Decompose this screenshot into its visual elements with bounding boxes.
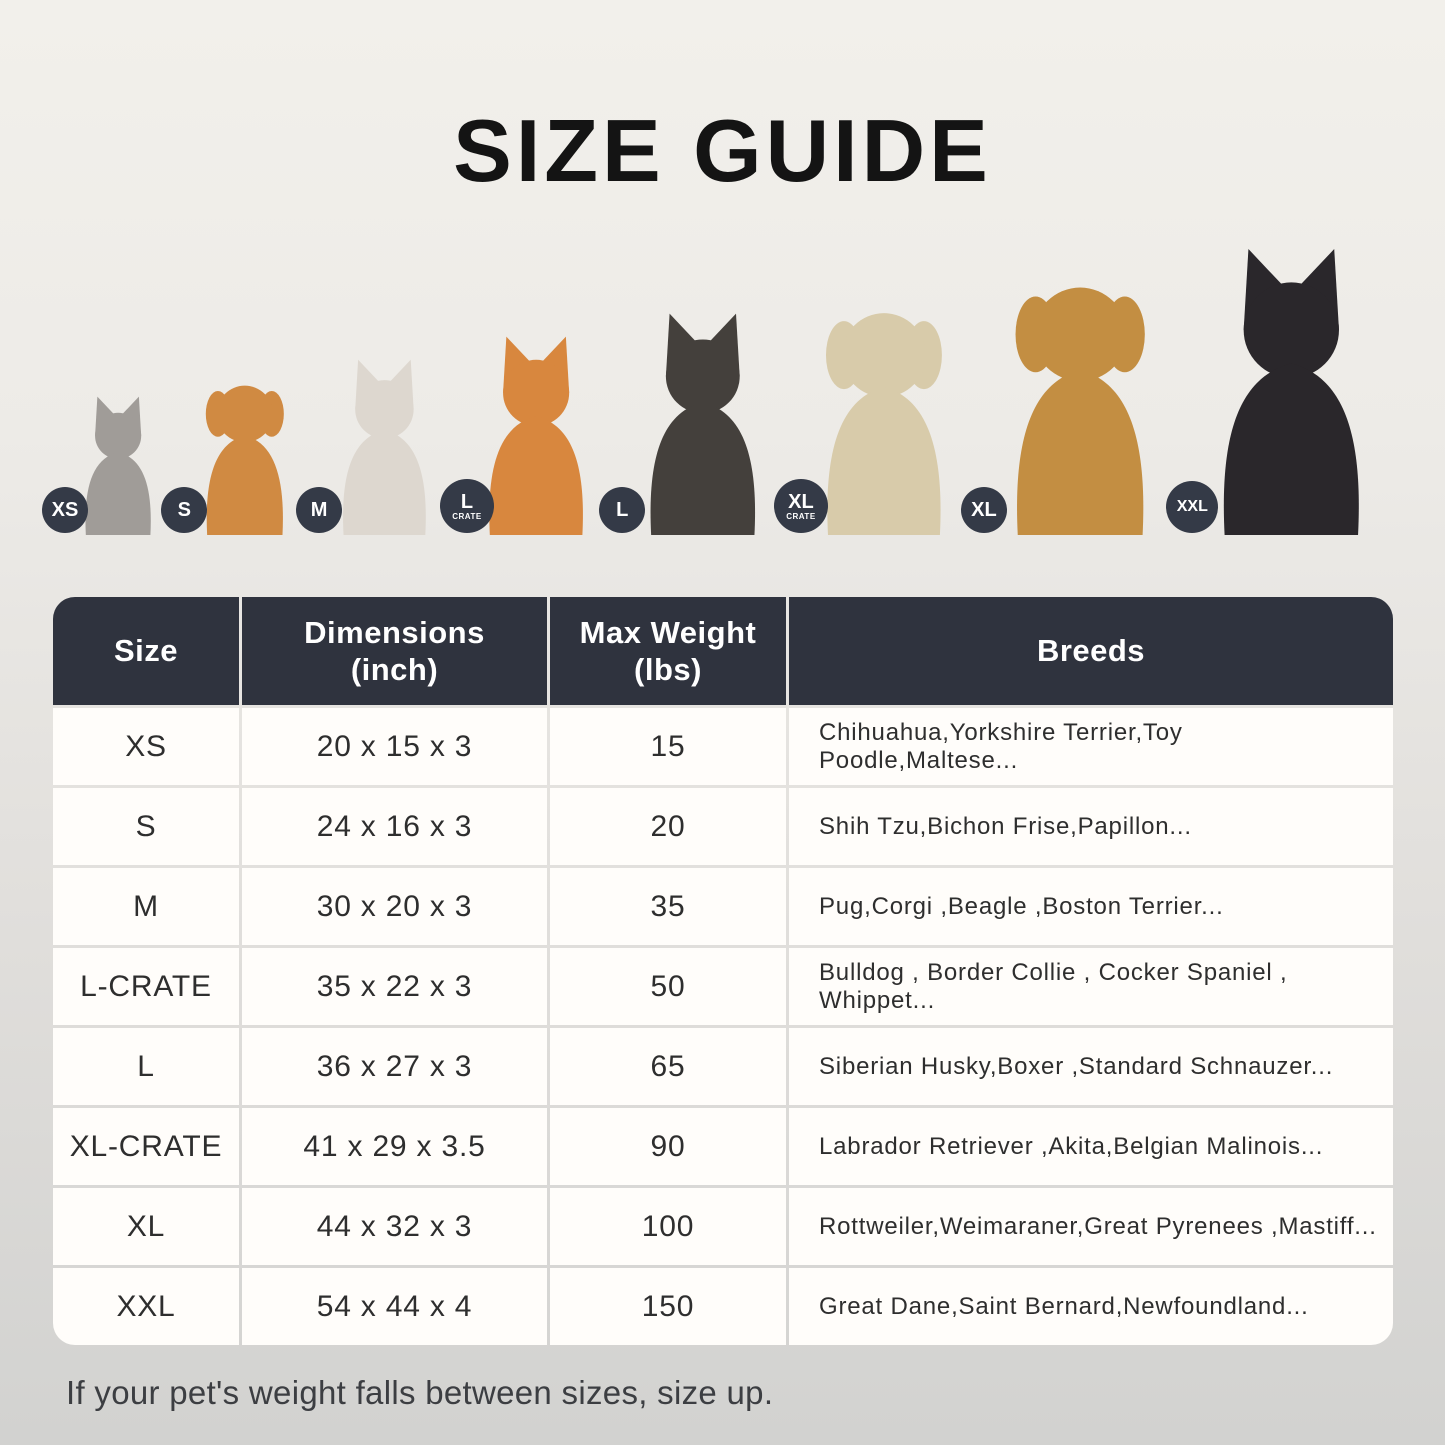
row-xxl-size: XXL <box>53 1268 239 1345</box>
row-s-breeds: Shih Tzu,Bichon Frise,Papillon... <box>789 788 1393 865</box>
row-m-max-weight: 35 <box>550 868 786 945</box>
badge-sublabel: CRATE <box>452 511 482 521</box>
row-m-dimensions: 30 x 20 x 3 <box>242 868 547 945</box>
row-xl-dimensions: 44 x 32 x 3 <box>242 1188 547 1265</box>
size-badge-m: M <box>296 487 343 533</box>
row-l-crate-breeds: Bulldog , Border Collie , Cocker Spaniel… <box>789 948 1393 1025</box>
doberman-image <box>1224 249 1360 535</box>
row-xs-breeds: Chihuahua,Yorkshire Terrier,Toy Poodle,M… <box>789 708 1393 785</box>
size-up-note: If your pet's weight falls between sizes… <box>66 1374 774 1411</box>
size-badge-l: L <box>599 487 646 533</box>
badge-label: XL <box>788 490 814 513</box>
size-table: Size Dimensions (inch) Max Weight (lbs) … <box>53 597 1393 1345</box>
french-bulldog-image <box>343 359 426 535</box>
row-l-crate-max-weight: 50 <box>550 948 786 1025</box>
border-collie-image <box>650 313 756 535</box>
row-l-crate-size: L-CRATE <box>53 948 239 1025</box>
badge-label: XL <box>971 499 997 521</box>
table-header-breeds: Breeds <box>789 597 1393 705</box>
row-xl-breeds: Rottweiler,Weimaraner,Great Pyrenees ,Ma… <box>789 1188 1393 1265</box>
row-s-dimensions: 24 x 16 x 3 <box>242 788 547 865</box>
pet-figure-cat: XS <box>42 385 164 535</box>
row-xl-crate-size: XL-CRATE <box>53 1108 239 1185</box>
row-xxl-max-weight: 150 <box>550 1268 786 1345</box>
size-badge-xl: XL <box>960 487 1007 533</box>
row-m-breeds: Pug,Corgi ,Beagle ,Boston Terrier... <box>789 868 1393 945</box>
pet-figure-border-collie: L <box>599 295 777 535</box>
pomeranian-image <box>206 385 285 535</box>
badge-label: M <box>310 499 328 521</box>
row-xl-max-weight: 100 <box>550 1188 786 1265</box>
table-header-size: Size <box>53 597 239 705</box>
pet-figure-doberman: XXL <box>1166 225 1387 535</box>
row-l-size: L <box>53 1028 239 1105</box>
cat-image <box>85 396 151 535</box>
badge-label: L <box>460 490 474 513</box>
row-l-dimensions: 36 x 27 x 3 <box>242 1028 547 1105</box>
badge-label: L <box>616 499 629 521</box>
size-badge-l-crate: L CRATE <box>439 479 494 533</box>
row-xl-size: XL <box>53 1188 239 1265</box>
row-m-size: M <box>53 868 239 945</box>
pet-figure-labrador: XL CRATE <box>773 275 964 535</box>
row-l-max-weight: 65 <box>550 1028 786 1105</box>
page-title: SIZE GUIDE <box>453 101 992 200</box>
pet-figure-golden-retriever: XL <box>960 245 1169 535</box>
row-xs-size: XS <box>53 708 239 785</box>
labrador-image <box>825 313 942 535</box>
badge-sublabel: CRATE <box>786 511 816 521</box>
size-badge-s: S <box>161 487 208 533</box>
row-xxl-dimensions: 54 x 44 x 4 <box>242 1268 547 1345</box>
row-xl-crate-dimensions: 41 x 29 x 3.5 <box>242 1108 547 1185</box>
shiba-inu-image <box>489 336 583 535</box>
table-header-dimensions: Dimensions (inch) <box>242 597 547 705</box>
row-l-breeds: Siberian Husky,Boxer ,Standard Schnauzer… <box>789 1028 1393 1105</box>
pet-figure-shiba-inu: L CRATE <box>439 320 602 535</box>
row-xxl-breeds: Great Dane,Saint Bernard,Newfoundland... <box>789 1268 1393 1345</box>
size-badge-xl-crate: XL CRATE <box>773 479 828 533</box>
badge-label: XS <box>51 499 79 521</box>
row-s-size: S <box>53 788 239 865</box>
badge-label: XXL <box>1176 498 1208 515</box>
pets-row: XS S <box>42 225 1387 535</box>
badge-label: S <box>177 499 191 521</box>
size-badge-xxl: XXL <box>1166 481 1219 533</box>
row-xl-crate-breeds: Labrador Retriever ,Akita,Belgian Malino… <box>789 1108 1393 1185</box>
golden-retriever-image <box>1015 287 1145 535</box>
row-xl-crate-max-weight: 90 <box>550 1108 786 1185</box>
row-xs-max-weight: 15 <box>550 708 786 785</box>
size-badge-xs: XS <box>42 487 88 533</box>
row-xs-dimensions: 20 x 15 x 3 <box>242 708 547 785</box>
pet-figure-french-bulldog: M <box>296 345 443 535</box>
table-header-max-weight: Max Weight (lbs) <box>550 597 786 705</box>
row-s-max-weight: 20 <box>550 788 786 865</box>
pet-figure-pomeranian: S <box>161 360 299 535</box>
row-l-crate-dimensions: 35 x 22 x 3 <box>242 948 547 1025</box>
